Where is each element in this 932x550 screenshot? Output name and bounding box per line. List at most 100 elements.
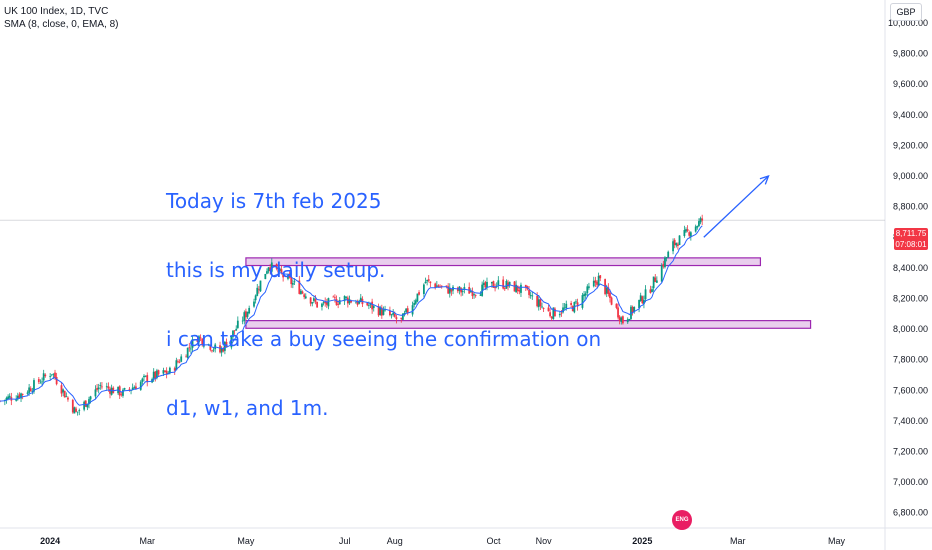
x-tick-label: May — [237, 536, 255, 546]
candle-body — [128, 388, 131, 390]
currency-selector[interactable]: GBP — [890, 3, 922, 21]
candle-body — [576, 302, 579, 307]
candle-body — [304, 296, 307, 299]
candle-body — [471, 290, 474, 297]
candle-body — [97, 387, 100, 390]
candle-body — [372, 305, 375, 309]
candle-body — [122, 389, 124, 396]
candle-body — [110, 387, 113, 395]
candle-body — [322, 302, 325, 304]
candle-body — [607, 287, 610, 295]
candle-body — [266, 271, 268, 274]
candle-body — [71, 399, 74, 413]
candle-body — [699, 218, 702, 223]
candle-body — [434, 283, 437, 289]
y-tick-label: 9,400.00 — [893, 110, 928, 120]
candle-body — [37, 379, 40, 383]
candle-body — [584, 293, 587, 296]
annotation-line: this is my daily setup. — [166, 258, 386, 282]
candle-body — [253, 301, 255, 307]
candle-body — [701, 218, 704, 221]
candle-body — [300, 290, 302, 295]
candle-body — [167, 372, 170, 374]
last-price-tag: 8,711.75 07:08:01 — [894, 228, 928, 250]
candle-body — [615, 303, 618, 308]
candle-body — [303, 294, 306, 298]
candle-body — [505, 280, 508, 289]
candle-body — [484, 282, 487, 288]
candle-body — [596, 281, 598, 285]
candle-body — [83, 401, 86, 410]
candle-body — [20, 393, 22, 399]
x-tick-label: 2024 — [40, 536, 60, 546]
candle-body — [316, 301, 319, 308]
candle-body — [524, 284, 527, 288]
candle-body — [542, 308, 545, 309]
candle-body — [366, 302, 369, 306]
candle-body — [259, 280, 262, 292]
candle-body — [67, 397, 69, 400]
candle-body — [157, 370, 160, 375]
candle-body — [418, 292, 420, 295]
candle-body — [570, 303, 573, 305]
x-tick-label: Nov — [536, 536, 553, 546]
candle-body — [581, 295, 584, 308]
candle-body — [531, 295, 534, 297]
candle-body — [685, 229, 687, 232]
candle-body — [325, 302, 328, 305]
candle-body — [105, 386, 108, 388]
candle-body — [219, 345, 221, 353]
candle-body — [337, 304, 340, 305]
y-tick-label: 8,400.00 — [893, 263, 928, 273]
candle-body — [550, 316, 553, 319]
candle-body — [312, 298, 315, 301]
candle-body — [275, 263, 278, 269]
candle-body — [16, 395, 19, 400]
candle-body — [395, 317, 398, 320]
candle-body — [245, 311, 247, 318]
candle-body — [429, 281, 432, 284]
candle-body — [101, 386, 103, 388]
candle-body — [638, 299, 640, 309]
candle-body — [270, 262, 273, 272]
candle-body — [196, 339, 199, 342]
candle-body — [225, 341, 228, 347]
candle-body — [502, 279, 505, 289]
candle-body — [301, 291, 304, 294]
candle-body — [222, 348, 225, 352]
indicator-legend[interactable]: SMA (8, close, 0, EMA, 8) — [4, 19, 119, 30]
candle-body — [256, 287, 259, 296]
candle-body — [33, 380, 35, 392]
candle-body — [220, 348, 223, 353]
candle-body — [641, 296, 644, 304]
x-tick-label: Jul — [339, 536, 351, 546]
candle-body — [86, 403, 89, 408]
candle-body — [178, 361, 181, 363]
candle-body — [422, 284, 425, 294]
candle-body — [75, 408, 77, 412]
annotation-line: i can take a buy seeing the confirmation… — [166, 327, 602, 351]
candle-body — [15, 399, 18, 401]
candle-body — [445, 285, 448, 287]
candle-body — [575, 301, 577, 303]
candle-body — [31, 391, 34, 392]
candle-body — [232, 330, 234, 337]
candle-body — [188, 347, 191, 349]
candle-body — [662, 264, 665, 267]
candle-body — [401, 313, 404, 320]
x-tick-label: Mar — [139, 536, 155, 546]
candle-body — [327, 298, 330, 307]
candle-body — [539, 299, 542, 307]
candle-body — [664, 257, 666, 268]
candle-body — [655, 280, 658, 283]
candle-body — [377, 306, 380, 316]
candle-body — [190, 348, 192, 350]
candle-body — [492, 281, 495, 288]
candle-body — [380, 307, 383, 316]
candle-body — [211, 350, 213, 352]
candle-body — [515, 284, 518, 293]
candle-body — [686, 229, 689, 231]
candle-body — [314, 299, 317, 302]
candle-body — [186, 347, 189, 358]
